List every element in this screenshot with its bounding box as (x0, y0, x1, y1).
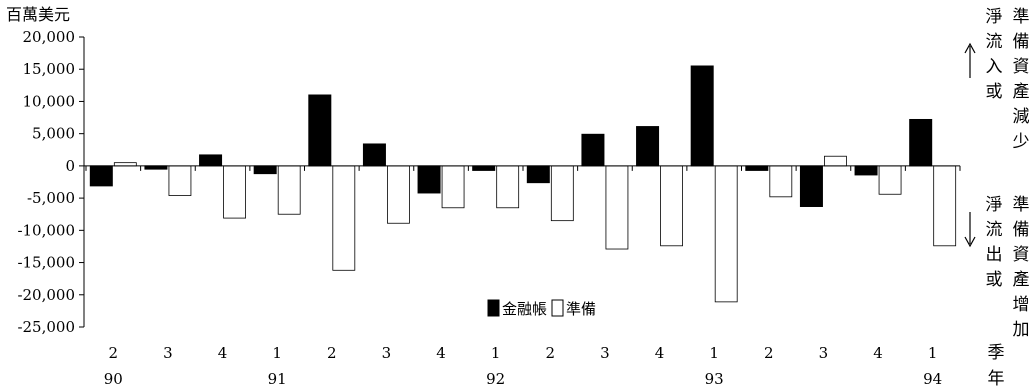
bar-financial-account (854, 165, 878, 176)
quarter-label: 2 (327, 344, 337, 362)
quarter-label: 3 (163, 344, 173, 362)
bar-financial-account (909, 118, 933, 167)
bar-reserves (496, 165, 520, 209)
quarter-label: 4 (655, 344, 665, 362)
bar-financial-account (362, 143, 386, 167)
bar-reserves (714, 165, 738, 303)
legend: 金融帳 準備 (487, 299, 596, 318)
bar-reserves (660, 165, 683, 247)
legend-label-financial-account: 金融帳 (502, 300, 547, 318)
annotation-reserve-increase: 準備資產增加 (1013, 195, 1030, 340)
bar-financial-account (89, 165, 113, 187)
year-label: 94 (923, 370, 942, 388)
y-tick-label: -5,000 (27, 189, 75, 207)
bar-reserves (605, 165, 629, 250)
y-tick-label: 15,000 (23, 60, 76, 78)
annotation-net-outflow: 淨流出或 (986, 195, 1003, 290)
bar-reserves (769, 165, 793, 198)
annotation-net-inflow: 淨流入或 (986, 7, 1003, 102)
y-axis: 20,000 15,000 10,000 5,000 0 -5,000 -10,000 -15… (17, 28, 85, 336)
quarter-label: 4 (873, 344, 883, 362)
quarter-label: 3 (819, 344, 829, 362)
quarter-label: 2 (764, 344, 774, 362)
bar-financial-account (417, 165, 441, 194)
y-tick-label: -15,000 (17, 254, 75, 272)
bar-financial-account (636, 126, 660, 167)
year-label: 93 (705, 370, 724, 388)
bar-reserves (933, 165, 957, 247)
bar-reserves (332, 165, 356, 271)
quarter-label: 4 (218, 344, 228, 362)
y-tick-label: 5,000 (32, 125, 75, 143)
bar-reserves (550, 165, 574, 222)
bar-financial-account (526, 165, 550, 184)
bar-financial-account (799, 165, 823, 207)
quarter-label: 1 (272, 344, 282, 362)
bars (84, 65, 961, 303)
quarter-label: 4 (436, 344, 446, 362)
legend-swatch-reserves (551, 299, 564, 317)
y-tick-label: -20,000 (17, 286, 75, 304)
quarter-label: 1 (709, 344, 719, 362)
bar-reserves (277, 165, 301, 215)
bar-financial-account (253, 165, 277, 175)
legend-swatch-financial-account (487, 299, 500, 317)
bar-reserves (878, 165, 902, 195)
y-tick-label: -25,000 (17, 318, 75, 336)
year-label: 90 (104, 370, 123, 388)
bar-financial-account (472, 165, 496, 171)
y-tick-label: 0 (65, 157, 75, 175)
y-tick-label: 10,000 (23, 92, 76, 110)
x-axis-label-year: 年 (988, 369, 1005, 389)
quarter-label: 3 (600, 344, 610, 362)
quarter-label: 2 (109, 344, 119, 362)
year-label: 92 (486, 370, 505, 388)
legend-label-reserves: 準備 (566, 300, 596, 318)
bar-financial-account (581, 133, 605, 167)
unit-label: 百萬美元 (6, 5, 70, 24)
quarter-label: 2 (546, 344, 556, 362)
y-tick-label: -10,000 (17, 221, 75, 239)
x-axis-label-quarter: 季 (988, 343, 1005, 363)
bar-financial-account (745, 165, 769, 171)
bar-reserves (168, 165, 192, 196)
quarter-label: 1 (491, 344, 501, 362)
bar-financial-account (308, 94, 332, 167)
arrow-up-head-icon (964, 42, 976, 54)
bar-reserves (387, 165, 410, 224)
y-tick-label: 20,000 (23, 28, 76, 46)
annotation-reserve-decrease: 準備資產減少 (1013, 7, 1030, 152)
arrow-down-head-icon (964, 236, 976, 248)
quarter-label: 1 (928, 344, 938, 362)
bar-financial-account (690, 65, 714, 167)
year-label: 91 (268, 370, 287, 388)
bar-reserves (441, 165, 465, 209)
quarter-label: 3 (382, 344, 392, 362)
bar-financial-account (199, 154, 223, 167)
bar-reserves (223, 165, 246, 219)
x-axis: 2 3 4 1 2 3 4 1 2 3 4 1 2 3 4 1 90 91 92 93 94 季年 (104, 343, 1005, 389)
bar-reserves (824, 155, 847, 167)
